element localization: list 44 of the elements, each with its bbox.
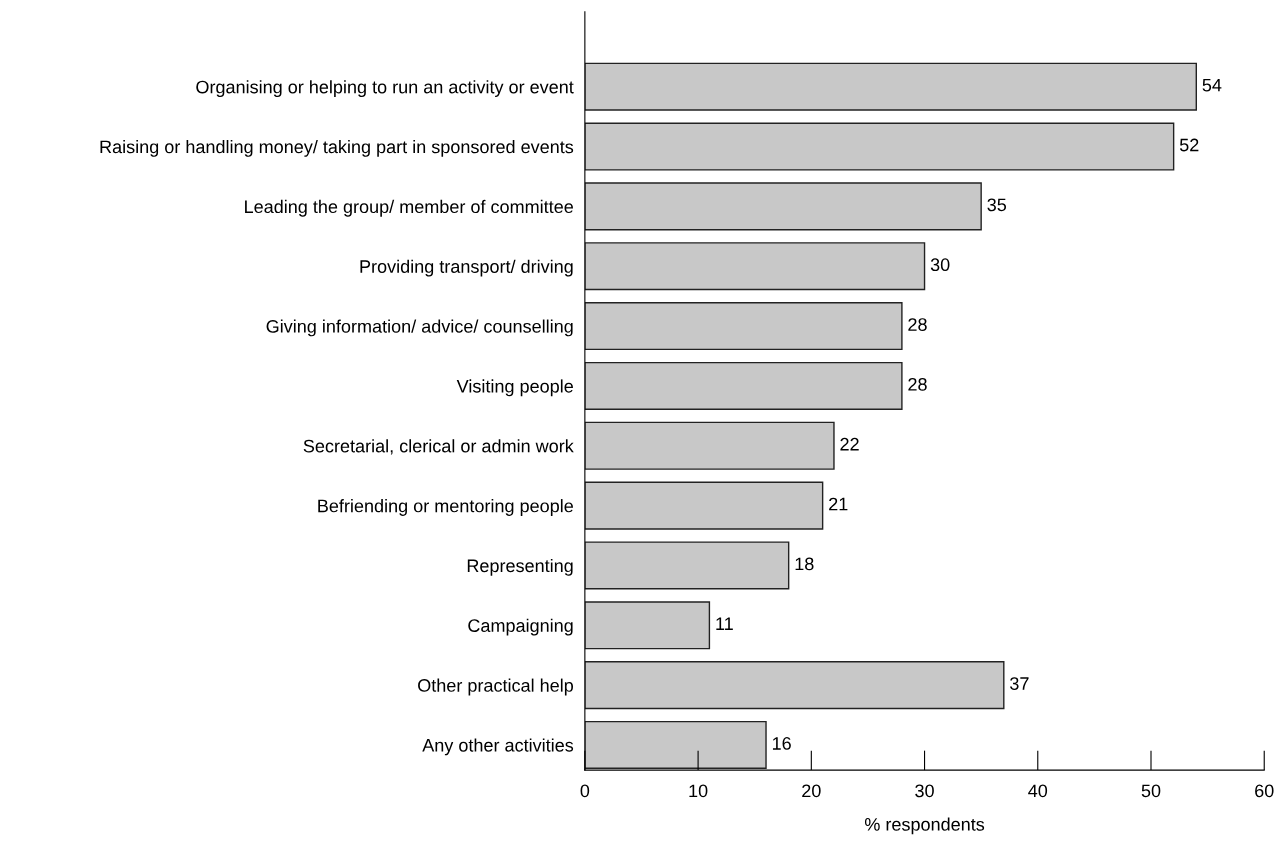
x-tick-label: 30 <box>915 784 934 798</box>
data-label: 18 <box>795 557 814 571</box>
data-label: 30 <box>930 258 950 272</box>
data-label: 22 <box>840 437 859 451</box>
data-label: 28 <box>908 377 927 391</box>
bar <box>584 242 926 291</box>
y-tick-label: Secretarial, clerical or admin work <box>303 439 574 455</box>
x-tick-label: 10 <box>689 784 708 798</box>
bar <box>584 601 711 650</box>
y-tick-label: Providing transport/ driving <box>360 259 573 277</box>
bar <box>584 481 824 530</box>
x-tick-label: 20 <box>802 784 821 798</box>
y-tick-label: Representing <box>467 558 573 576</box>
bar <box>584 361 903 410</box>
data-label: 54 <box>1202 78 1222 92</box>
bar <box>584 661 1005 710</box>
bar <box>584 720 767 769</box>
x-tick-label: 40 <box>1028 784 1048 798</box>
y-tick-label: Visiting people <box>456 379 573 397</box>
y-tick-label: Befriending or mentoring people <box>318 499 573 516</box>
data-label: 16 <box>772 737 791 750</box>
bar <box>584 182 982 231</box>
bar <box>584 421 835 470</box>
y-tick-label: Organising or helping to run an activity or event <box>196 80 574 97</box>
y-tick-label: Campaigning <box>468 618 573 636</box>
bar <box>584 541 790 590</box>
bar <box>584 62 1197 111</box>
y-tick-label: Leading the group/ member of committee <box>245 199 573 217</box>
data-label: 11 <box>716 617 733 630</box>
bar <box>584 302 903 351</box>
x-tick-label: 60 <box>1255 784 1274 798</box>
bar <box>584 122 1175 171</box>
data-label: 21 <box>829 497 848 511</box>
x-axis-title: % respondents <box>864 817 985 835</box>
y-tick-label: Other practical help <box>418 678 574 696</box>
data-label: 52 <box>1179 138 1199 152</box>
data-label: 28 <box>908 318 927 331</box>
y-tick-label: Any other activities <box>422 738 574 756</box>
y-tick-label: Raising or handling money/ taking part in sponsored events <box>100 140 574 157</box>
y-tick-label: Giving information/ advice/ counselling <box>266 319 573 337</box>
x-tick-label: 50 <box>1141 784 1161 798</box>
x-tick-label: 0 <box>580 784 590 798</box>
data-label: 35 <box>987 198 1007 212</box>
data-label: 37 <box>1010 677 1029 690</box>
